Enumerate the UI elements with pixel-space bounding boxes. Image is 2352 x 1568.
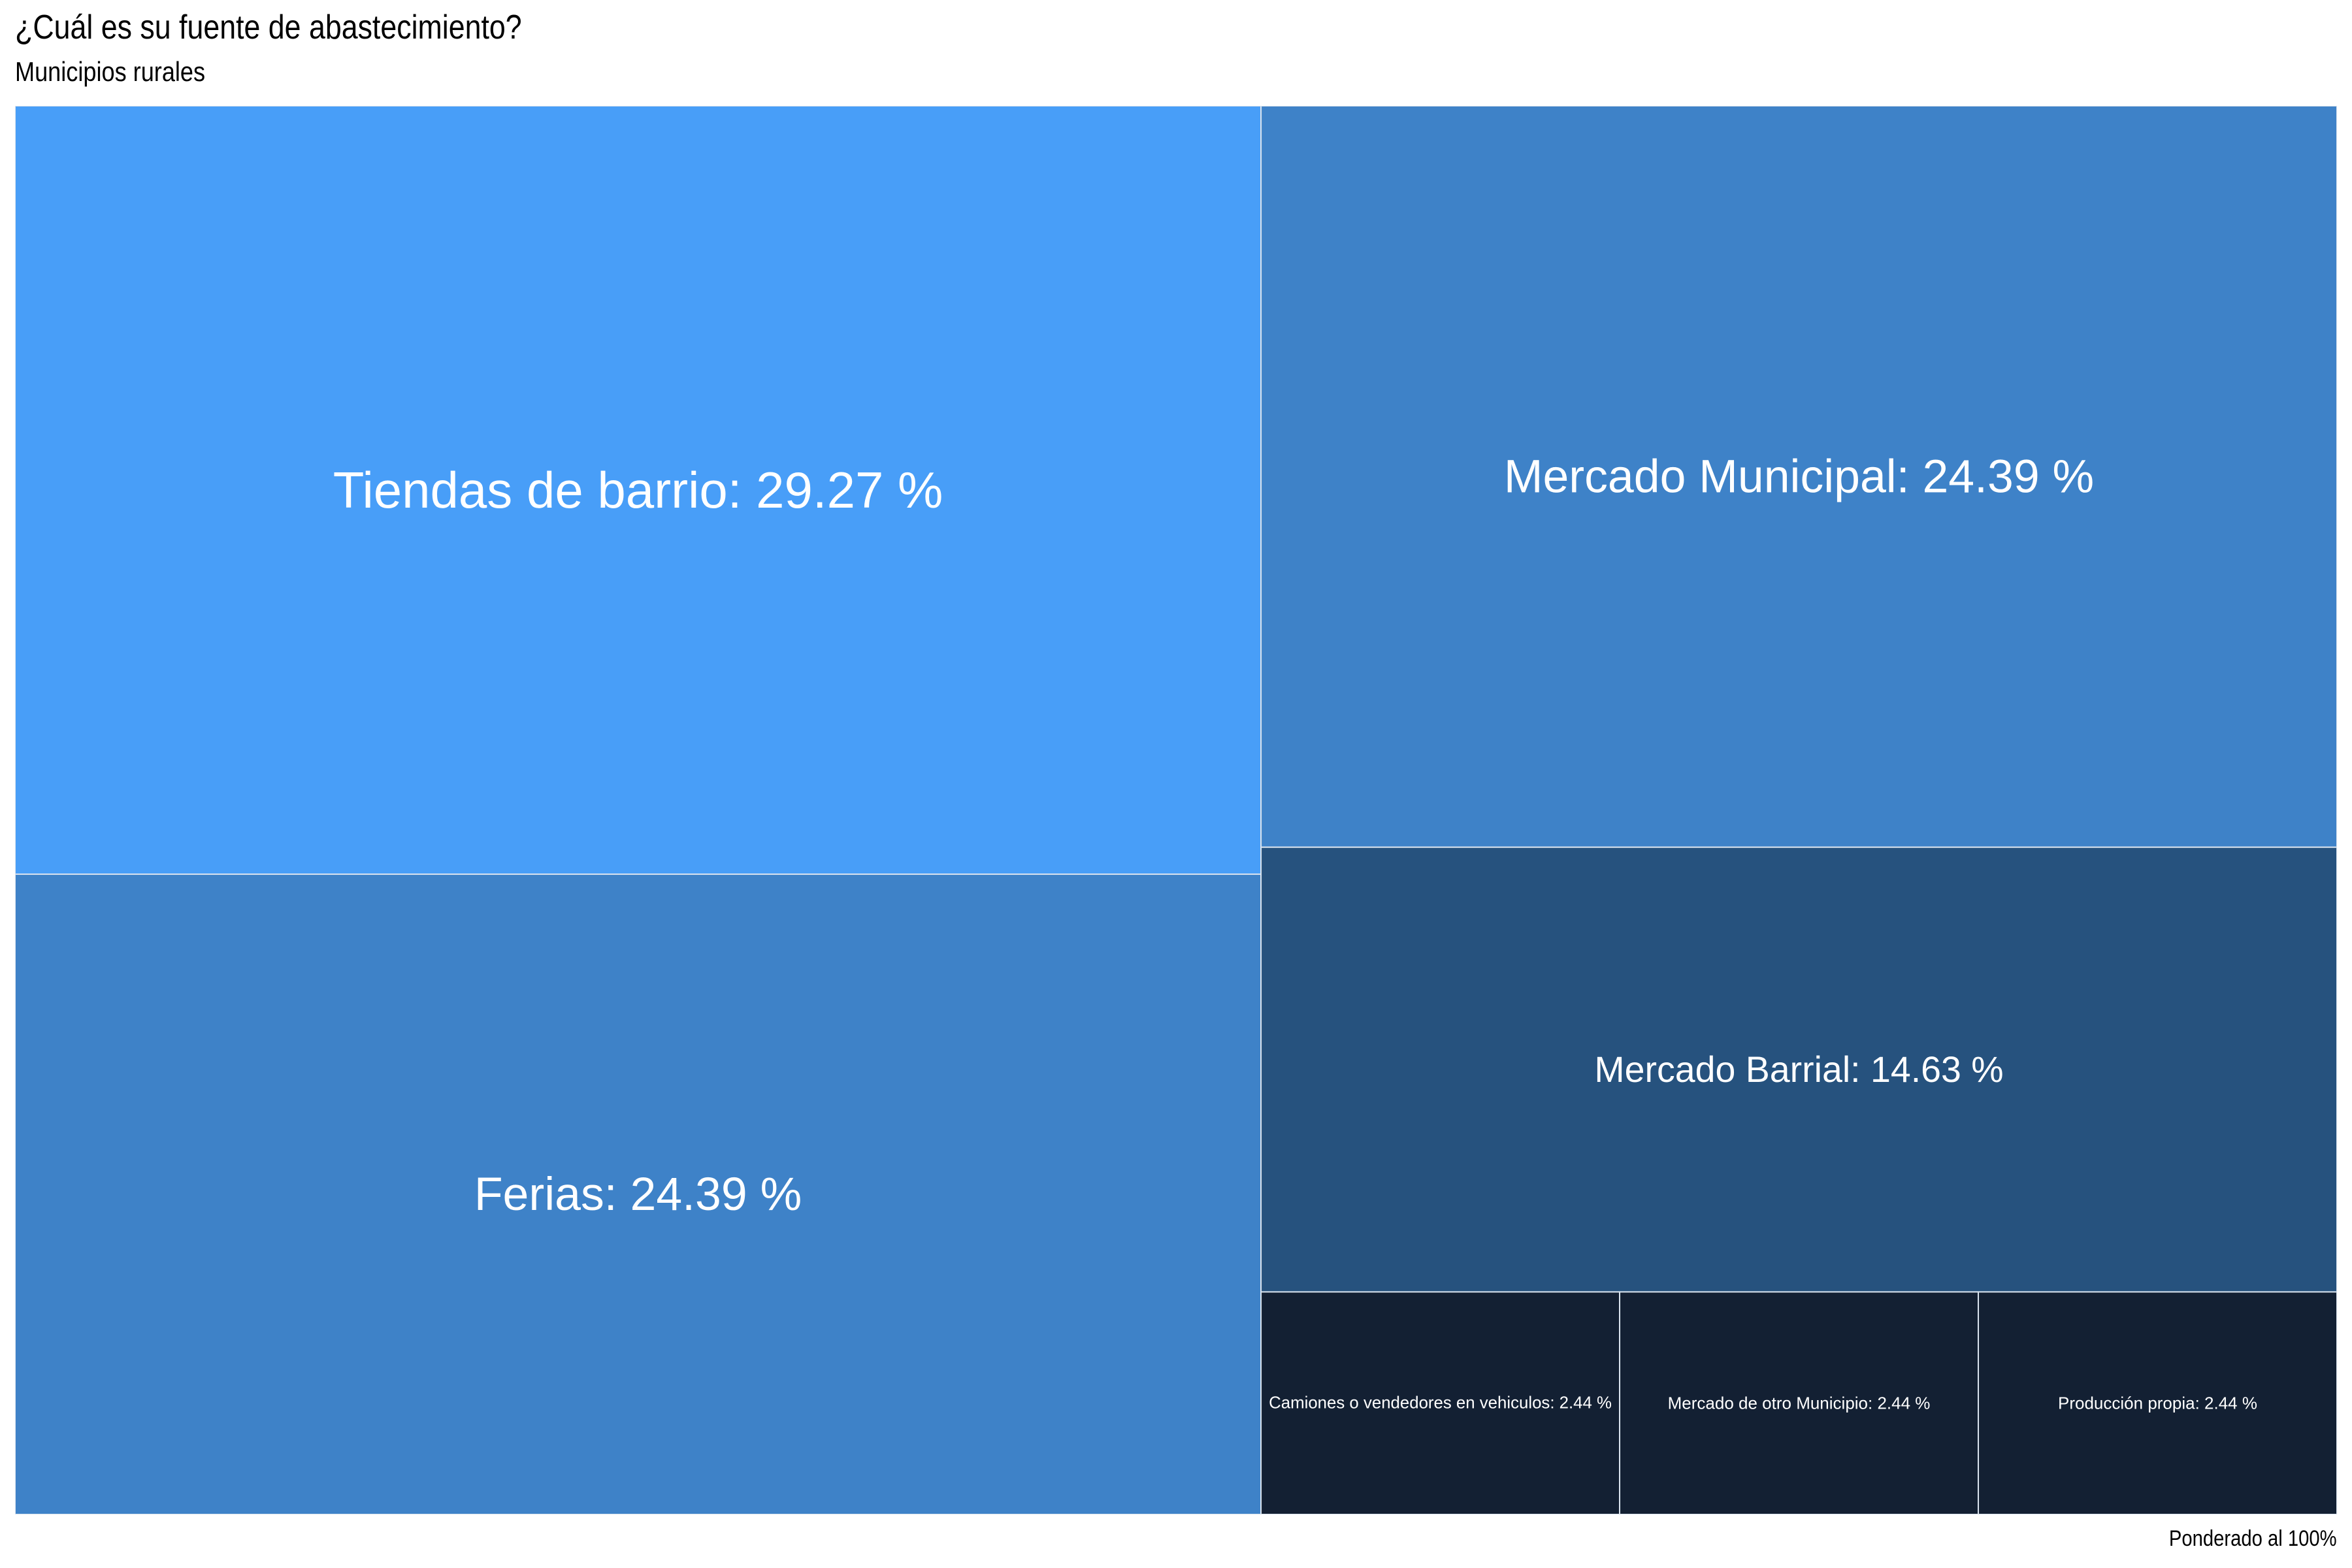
treemap-tile <box>1978 1291 2337 1514</box>
treemap-tile-group: Producción propia: 2.44 % <box>1978 1291 2337 1514</box>
treemap-tile-label: Ferias: 24.39 % <box>474 1168 802 1220</box>
treemap-tile-label: Tiendas de barrio: 29.27 % <box>333 461 943 519</box>
treemap-tile-group: Mercado Barrial: 14.63 % <box>1260 846 2337 1293</box>
treemap-tile <box>15 106 1262 875</box>
treemap-tile-group: Mercado Municipal: 24.39 % <box>1260 106 2337 848</box>
chart-subtitle: Municipios rurales <box>15 56 206 87</box>
treemap-tile <box>15 874 1262 1514</box>
treemap-tile-label: Producción propia: 2.44 % <box>2058 1394 2257 1413</box>
treemap-tile-label: Mercado Municipal: 24.39 % <box>1504 450 2094 502</box>
chart-caption: Ponderado al 100% <box>2169 1526 2337 1551</box>
treemap-tile-label: Mercado Barrial: 14.63 % <box>1594 1049 2003 1090</box>
treemap-tile-group: Tiendas de barrio: 29.27 % <box>15 106 1262 875</box>
treemap-tile-group: Ferias: 24.39 % <box>15 874 1262 1514</box>
treemap-plot: Tiendas de barrio: 29.27 % Ferias: 24.39 … <box>15 106 2337 1514</box>
treemap-tile-label: Camiones o vendedores en vehiculos: 2.44… <box>1269 1394 1612 1413</box>
chart-title: ¿Cuál es su fuente de abastecimiento? <box>15 8 522 46</box>
treemap-tile <box>1260 1291 1621 1514</box>
treemap-tile-group: Mercado de otro Municipio: 2.44 % <box>1619 1291 1980 1514</box>
treemap-tile <box>1260 846 2337 1293</box>
treemap-tile <box>1260 106 2337 848</box>
treemap-tile-label: Mercado de otro Municipio: 2.44 % <box>1668 1394 1931 1413</box>
treemap-tile-group: Camiones o vendedores en vehiculos: 2.44… <box>1260 1291 1621 1514</box>
